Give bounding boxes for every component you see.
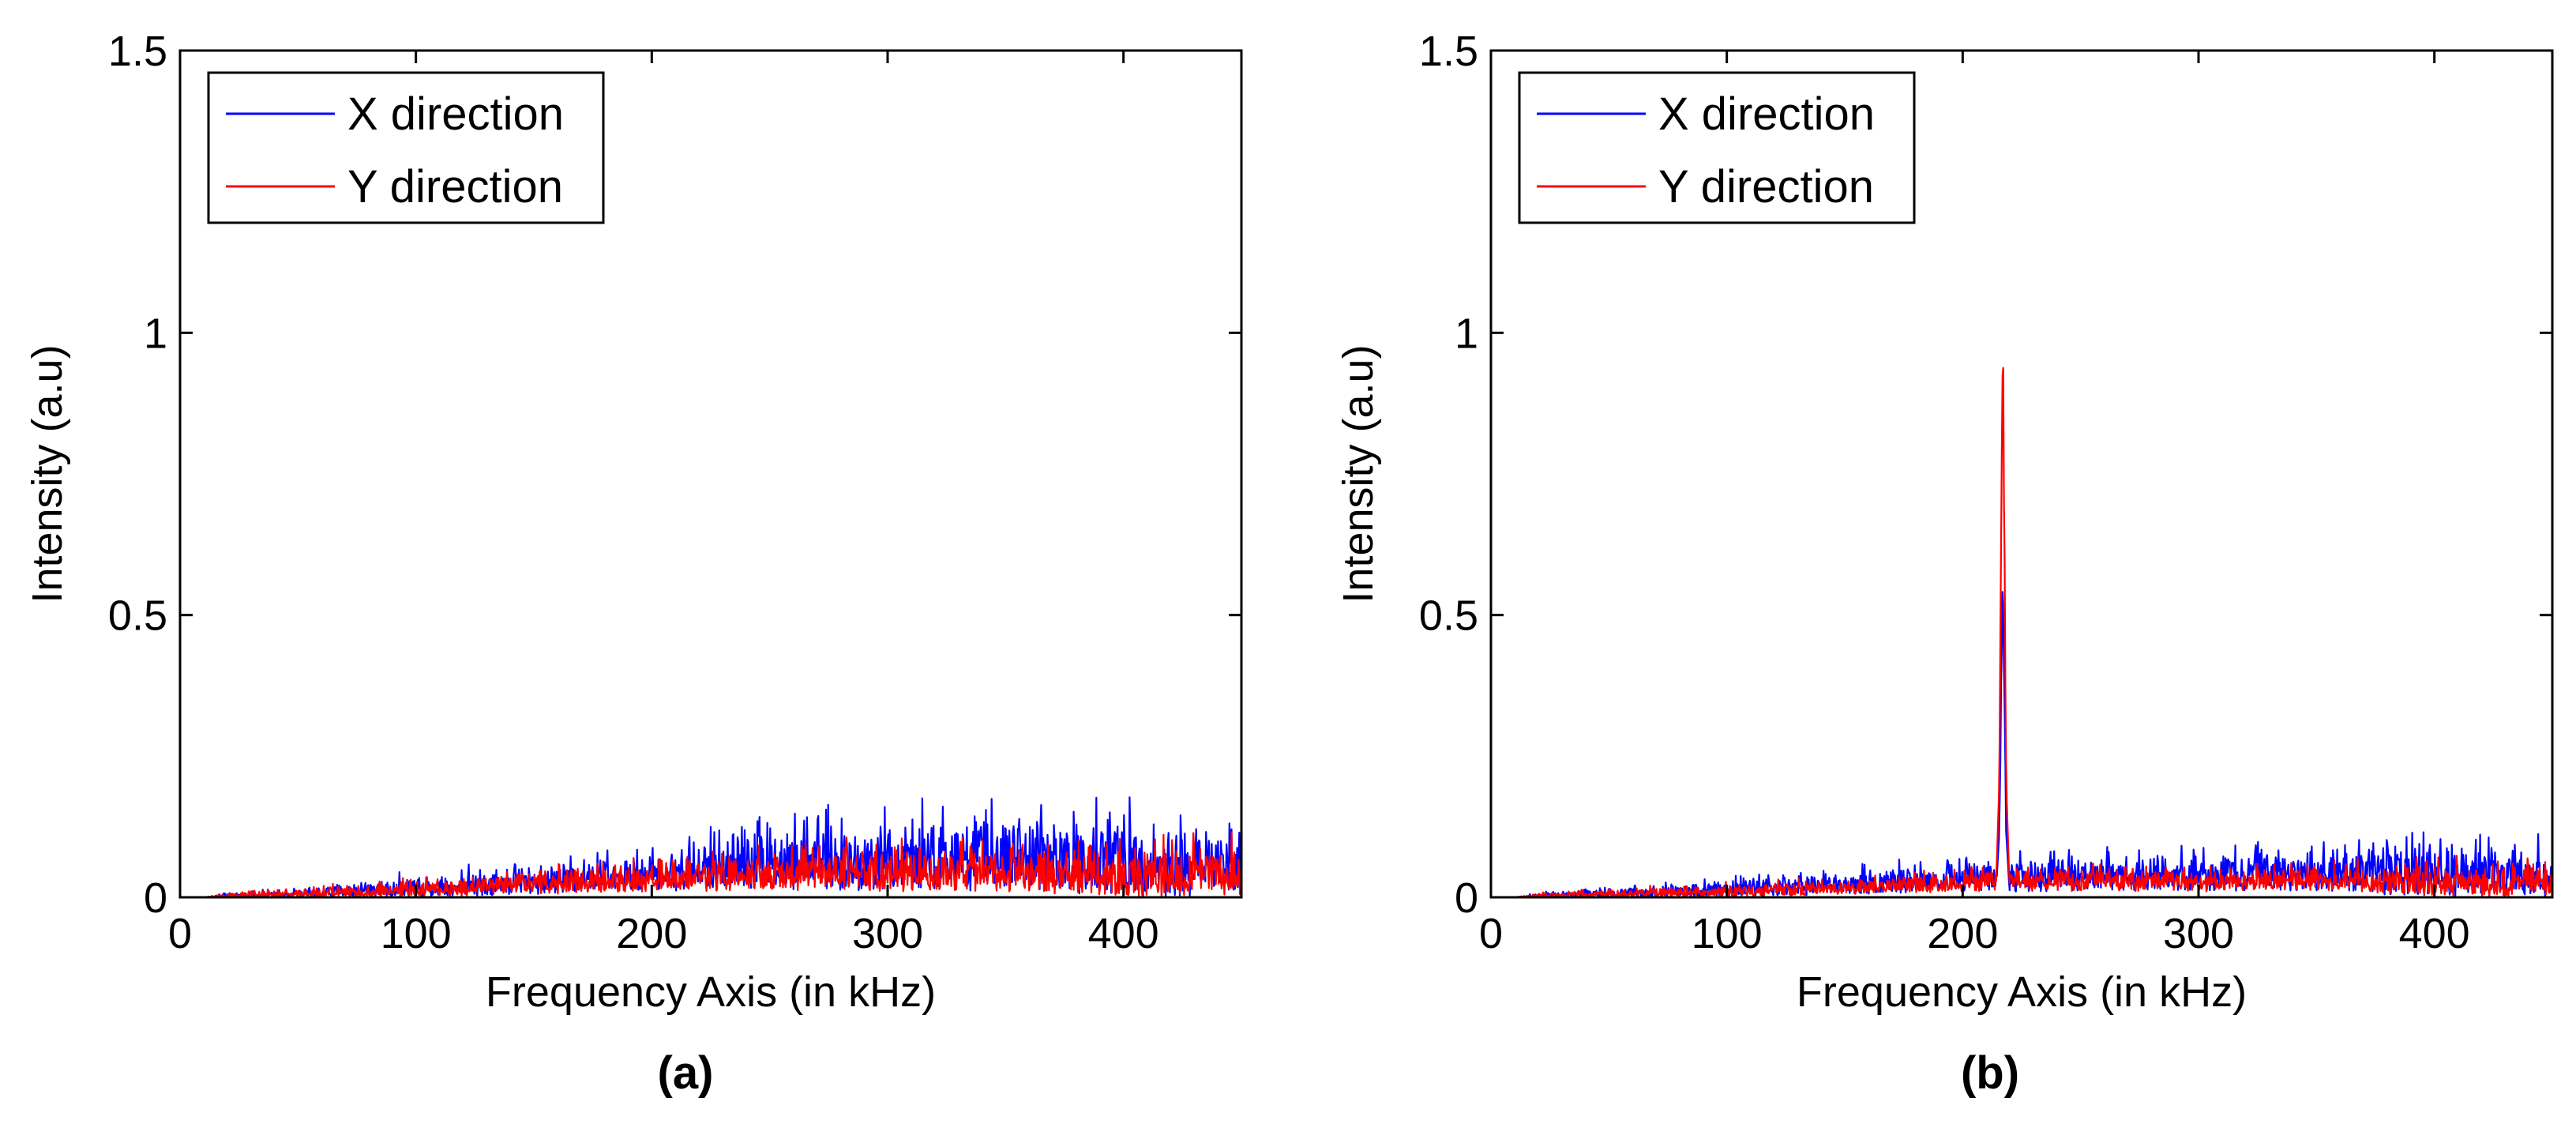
traces-b [1490,367,2554,899]
x-tick-label: 200 [616,910,687,957]
x-tick-label: 400 [2399,910,2470,957]
y-tick-label: 1.5 [1419,28,1478,75]
axes-frame-a [178,49,1243,899]
y-tick-label: 0 [144,874,167,922]
legend-box-a [207,71,605,224]
x-axis-label-a: Frequency Axis (in kHz) [486,968,936,1016]
caption-a: (a) [658,1047,714,1099]
y-tick-label: 0.5 [1419,592,1478,640]
x-tick-label: 400 [1088,910,1159,957]
axes-frame-b [1489,49,2554,899]
x-tick-label: 300 [2163,910,2234,957]
x-tick-label: 300 [852,910,923,957]
chart-panel-b: 0 100 200 300 400 0 0.5 1 1.5 Frequency Axis (in… [1335,28,2554,1099]
y-axis-label-a: Intensity (a.u) [24,344,71,603]
ticks-b: 0 100 200 300 400 0 0.5 1 1.5 [1419,28,2552,957]
y-tick-label: 1.5 [108,28,167,75]
x-tick-label: 0 [1479,910,1503,957]
x-tick-label: 100 [381,910,452,957]
legend-label-y-b: Y direction [1658,161,1874,212]
legend-box-b [1518,71,1916,224]
y-tick-label: 0.5 [108,592,167,640]
legend-a: X direction Y direction [207,71,605,224]
y-axis-label-b: Intensity (a.u) [1335,344,1382,603]
y-tick-label: 1 [1455,310,1478,357]
legend-b: X direction Y direction [1518,71,1916,224]
legend-label-y-a: Y direction [347,161,563,212]
x-axis-label-b: Frequency Axis (in kHz) [1797,968,2247,1016]
legend-label-x-b: X direction [1658,88,1875,140]
series-line-y-direction [1490,367,2554,899]
ticks-a: 0 100 200 300 400 0 0.5 1 1.5 [108,28,1241,957]
legend-label-x-a: X direction [347,88,564,140]
y-tick-label: 0 [1455,874,1478,922]
traces-a [179,796,1243,899]
x-tick-label: 0 [168,910,192,957]
x-tick-label: 200 [1927,910,1998,957]
chart-panel-a: 0 100 200 300 400 0 0.5 1 1.5 Frequency Axis (in… [24,28,1243,1099]
series-line-x-direction [1490,591,2554,899]
y-tick-label: 1 [144,310,167,357]
x-tick-label: 100 [1692,910,1763,957]
caption-b: (b) [1961,1047,2019,1099]
